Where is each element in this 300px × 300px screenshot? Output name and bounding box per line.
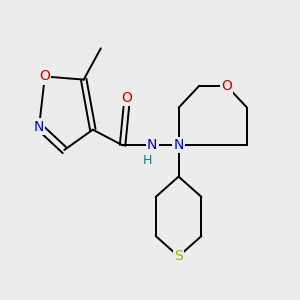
Text: O: O [39,70,50,83]
Text: S: S [174,249,183,263]
Text: N: N [173,138,184,152]
Text: N: N [34,119,44,134]
Text: O: O [221,79,232,93]
Text: N: N [147,138,158,152]
Text: H: H [143,154,152,167]
Text: O: O [122,92,133,105]
